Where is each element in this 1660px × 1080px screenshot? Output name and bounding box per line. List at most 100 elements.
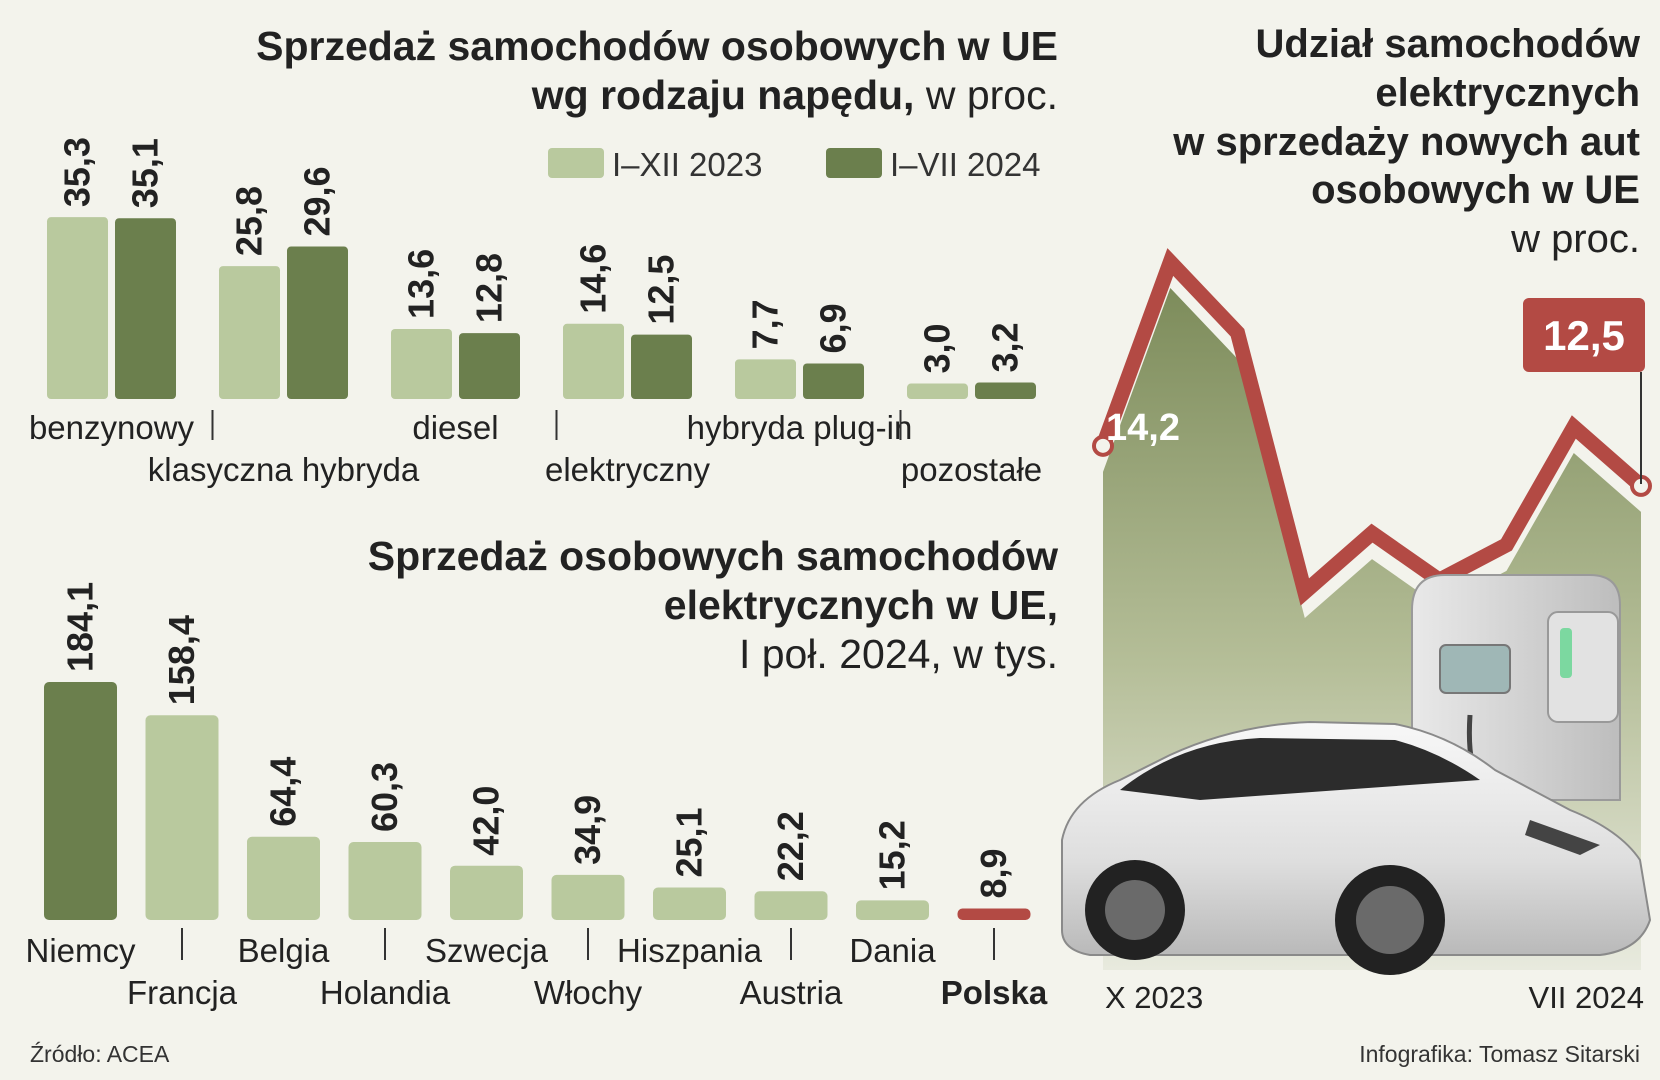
legend-swatch-2023	[548, 148, 604, 178]
chart1-bar-1-0	[219, 266, 280, 399]
chart1-category-label-4: hybryda plug-in	[687, 409, 913, 446]
chart1-title: Sprzedaż samochodów osobowych w UE wg ro…	[256, 22, 1058, 120]
chart1-unit: w proc.	[925, 72, 1058, 119]
car-headlight	[1525, 820, 1600, 855]
chart2-value-label-6: 25,1	[669, 807, 710, 877]
chart2-category-label-3: Holandia	[320, 974, 451, 1011]
chart1-value-label-3-0: 14,6	[573, 244, 614, 314]
chart2-bar-1	[145, 715, 219, 920]
chart3-first-label: 14,2	[1106, 407, 1180, 449]
chart1-bar-5-1	[975, 382, 1036, 399]
chart2-value-label-0: 184,1	[60, 582, 101, 672]
chart1-bar-0-0	[47, 217, 108, 399]
chart2-title-line1: Sprzedaż osobowych samochodów	[367, 533, 1058, 579]
chart1-bar-4-1	[803, 363, 864, 399]
charger-indicator	[1560, 628, 1572, 678]
chart2-title-line2: elektrycznych w UE,	[663, 582, 1058, 629]
chart2-bar-2	[247, 836, 320, 920]
chart3-last-box	[1523, 298, 1645, 372]
chart3-title-line3: w sprzedaży nowych aut	[1173, 119, 1640, 164]
chart2-value-label-3: 60,3	[364, 762, 405, 832]
car-windows	[1120, 738, 1480, 800]
chart3-x-start-label: X 2023	[1105, 980, 1203, 1015]
chart2-value-label-1: 158,4	[161, 615, 202, 705]
chart1-bar-2-1	[459, 333, 520, 399]
chart3-title-line1: Udział samochodów	[1255, 22, 1641, 66]
chart2-unit: I poł. 2024, w tys.	[738, 631, 1058, 678]
chart1-category-label-3: elektryczny	[545, 451, 711, 488]
chart2-value-label-4: 42,0	[466, 786, 507, 856]
chart3-unit: w proc.	[1511, 217, 1640, 262]
chart1-bars: 35,3 35,1 benzynowy 25,8 29,6 klasyczna hybry…	[29, 137, 1042, 488]
chart1-value-label-0-0: 35,3	[57, 137, 98, 207]
chart1-value-label-2-0: 13,6	[401, 249, 442, 319]
chart2-value-label-2: 64,4	[263, 757, 304, 827]
legend-label-2023: I–XII 2023	[612, 146, 762, 183]
car-rear-rim	[1356, 886, 1424, 954]
charger-screen	[1439, 644, 1511, 694]
chart2-bar-0	[44, 682, 117, 920]
chart1-value-label-4-0: 7,7	[745, 299, 786, 349]
chart1-value-label-3-1: 12,5	[641, 255, 682, 325]
chart1-value-label-5-1: 3,2	[985, 322, 1026, 372]
chart1-value-label-5-0: 3,0	[917, 323, 958, 373]
chart3-last-label: 12,5	[1543, 312, 1625, 359]
chart3-start-point	[1092, 434, 1114, 457]
chart3-first-callout: 14,2	[1106, 407, 1180, 449]
chart1-category-label-2: diesel	[412, 409, 498, 446]
chart2-category-label-8: Dania	[849, 932, 936, 969]
chart1-bar-2-0	[391, 328, 452, 399]
chart1-title-line2: wg rodzaju napędu,	[531, 72, 915, 119]
chart2-value-label-8: 15,2	[872, 820, 913, 890]
charger-wallbox	[1547, 611, 1619, 723]
chart2-bar-5	[551, 874, 625, 920]
chart1-value-label-1-1: 29,6	[297, 166, 338, 236]
chart2-category-label-0: Niemcy	[25, 932, 136, 969]
chart1-category-label-1: klasyczna hybryda	[148, 451, 420, 488]
chart3-title-line4: osobowych w UE	[1311, 168, 1640, 213]
chart2-category-label-9: Polska	[941, 974, 1048, 1011]
chart1-bar-4-0	[735, 359, 796, 399]
chart3-title: Udział samochodów elektrycznych w sprzed…	[1173, 20, 1640, 264]
chart2-value-label-7: 22,2	[770, 811, 811, 881]
chart1-bar-5-0	[907, 383, 968, 399]
chart2-bar-4	[450, 865, 523, 920]
chart1-value-label-4-1: 6,9	[813, 303, 854, 353]
chart2-category-label-5: Włochy	[534, 974, 643, 1011]
chart1-value-label-1-0: 25,8	[229, 186, 270, 256]
legend-label-2024: I–VII 2024	[890, 146, 1040, 183]
car-illustration	[1061, 720, 1652, 975]
chart2-bar-8	[856, 900, 929, 920]
chart1-bar-3-1	[631, 334, 692, 399]
chart1-category-label-5: pozostałe	[901, 451, 1042, 488]
chart2-category-label-2: Belgia	[238, 932, 330, 969]
chart2-bar-9	[957, 908, 1031, 920]
chart2-category-label-7: Austria	[740, 974, 843, 1011]
chart2-bars: 184,1 Niemcy 158,4 Francja 64,4 Belgia 60,3 Hol…	[25, 582, 1047, 1011]
chart2-category-label-6: Hiszpania	[617, 932, 763, 969]
source-note: Źródło: ACEA	[30, 1041, 170, 1067]
chart1-value-label-2-1: 12,8	[469, 253, 510, 323]
credit-note: Infografika: Tomasz Sitarski	[1359, 1041, 1640, 1067]
chart2-bar-3	[348, 842, 422, 920]
chart2-category-label-4: Szwecja	[425, 932, 549, 969]
legend-swatch-2024	[826, 148, 882, 178]
chart1-title-line1: Sprzedaż samochodów osobowych w UE	[256, 23, 1058, 69]
chart3-series-line	[1095, 248, 1649, 606]
chart1-value-label-0-1: 35,1	[125, 138, 166, 208]
chart2-bar-7	[754, 891, 828, 920]
chart1-bar-0-1	[115, 218, 176, 399]
chart2-value-label-5: 34,9	[567, 795, 608, 865]
chart1-category-label-0: benzynowy	[29, 409, 195, 446]
chart2-value-label-9: 8,9	[973, 848, 1014, 898]
chart3-last-callout: 12,5	[1523, 298, 1645, 484]
chart2-bar-6	[653, 887, 726, 920]
chart2-title: Sprzedaż osobowych samochodów elektryczn…	[368, 532, 1058, 680]
chart3-x-end-label: VII 2024	[1529, 980, 1644, 1015]
car-front-rim	[1105, 880, 1165, 940]
chart3-title-line2: elektrycznych	[1375, 70, 1640, 115]
chart1-bar-1-1	[287, 246, 348, 399]
chart1-legend: I–XII 2023 I–VII 2024	[548, 146, 1040, 183]
chart1-bar-3-0	[563, 323, 624, 399]
